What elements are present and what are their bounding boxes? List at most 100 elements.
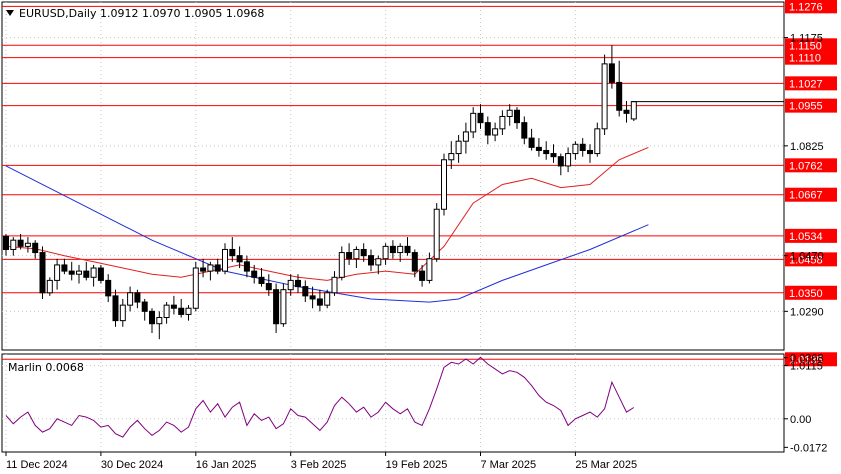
candle-body	[32, 242, 39, 254]
candle-body	[616, 81, 623, 111]
candle-body	[258, 276, 265, 284]
candle-body	[535, 146, 542, 151]
candle-body	[24, 242, 31, 247]
level-label: 1.0667	[789, 190, 823, 202]
candle-body	[229, 248, 236, 257]
candle-body	[448, 153, 455, 161]
candle-body	[251, 270, 258, 278]
candle-body	[280, 289, 287, 325]
candle-body	[10, 239, 17, 250]
candle-body	[222, 248, 228, 272]
candle-body	[346, 252, 353, 260]
candle-body	[338, 252, 345, 278]
candle-body	[565, 153, 572, 167]
axes: 1.1175 1.0825 1.0470 1.0290 1.0115 11 Dec 202…	[5, 33, 824, 471]
level-label-bg	[785, 228, 837, 243]
price-tick-label: 1.0470	[790, 251, 824, 263]
price-tick-label: 1.0290	[790, 306, 824, 318]
date-tick-label: 11 Dec 2024	[6, 459, 68, 471]
candle-body	[163, 304, 170, 319]
level-label: 1.0762	[789, 160, 823, 172]
candle-body	[623, 109, 630, 114]
level-label: 1.0534	[789, 231, 823, 243]
osc-tick-label: 0.0368	[790, 353, 824, 365]
level-label: 1.1027	[789, 78, 823, 90]
candle-body	[309, 295, 316, 300]
candle-body	[397, 245, 404, 254]
candle-body	[557, 156, 564, 167]
candle-body	[360, 248, 367, 257]
candle-body	[477, 112, 484, 124]
candle-body	[411, 252, 418, 272]
candle-body	[207, 264, 214, 272]
candle-body	[134, 292, 141, 303]
level-label-bg	[785, 76, 837, 91]
date-tick-label: 7 Mar 2025	[481, 459, 537, 471]
oscillator-label: Marlin 0.0068	[8, 361, 84, 374]
level-label-bg	[785, 158, 837, 173]
candle-body	[419, 270, 426, 281]
candle-body	[127, 292, 134, 306]
candle-body	[39, 252, 46, 294]
moving-averages	[5, 146, 649, 303]
candle-body	[426, 258, 433, 281]
level-label: 1.0135	[789, 354, 823, 366]
candle-body	[83, 270, 90, 278]
candle-body	[441, 159, 447, 210]
candle-body	[54, 264, 61, 281]
osc-tick-label: 0.00	[790, 414, 811, 426]
candle-body	[630, 101, 637, 120]
candle-body	[192, 267, 199, 309]
candle-body	[236, 255, 243, 263]
candle-body	[484, 122, 491, 136]
candle-body	[170, 304, 177, 309]
ma-red-line	[5, 146, 649, 281]
candle-body	[368, 255, 374, 266]
symbol-info: EURUSD,Daily 1.0912 1.0970 1.0905 1.0968	[19, 7, 264, 20]
level-label-bg	[785, 50, 837, 65]
candle-body	[462, 131, 469, 142]
candle-body	[389, 245, 396, 254]
collapse-triangle-icon[interactable]	[6, 10, 14, 16]
candle-body	[506, 109, 513, 117]
candle-body	[353, 248, 360, 260]
level-label: 1.0350	[789, 288, 823, 300]
candle-body	[149, 310, 155, 325]
candle-body	[61, 264, 68, 272]
level-label-bg	[785, 285, 837, 300]
candle-body	[521, 122, 528, 139]
candle-body	[572, 143, 579, 155]
candle-body	[185, 307, 192, 315]
candle-body	[287, 279, 294, 291]
candle-body	[243, 261, 250, 272]
candle-body	[404, 245, 411, 254]
candle-body	[295, 279, 301, 288]
level-label-bg	[785, 352, 837, 367]
candle-body	[214, 264, 221, 272]
date-tick-label: 25 Mar 2025	[575, 459, 637, 471]
candle-body	[579, 143, 586, 151]
level-label-bg	[785, 98, 837, 113]
candle-body	[470, 112, 477, 133]
price-tick-label: 1.0115	[790, 360, 823, 372]
oscillator-panel-frame	[1, 353, 785, 453]
price-tick-label: 1.1175	[790, 33, 823, 45]
level-label: 1.0458	[789, 254, 823, 266]
level-label-bg	[785, 187, 837, 202]
candle-body	[455, 140, 462, 155]
candle-body	[112, 295, 119, 322]
candle-body	[316, 298, 323, 306]
level-label-bg	[785, 38, 837, 53]
candle-body	[156, 317, 163, 325]
level-label-bg	[785, 0, 837, 14]
level-label: 1.1276	[789, 1, 823, 13]
candle-body	[492, 128, 499, 136]
price-tick-label: 1.0825	[790, 141, 824, 153]
candle-body	[594, 128, 601, 155]
candle-body	[273, 289, 280, 325]
candle-body	[302, 286, 309, 297]
level-label: 1.1110	[789, 53, 821, 65]
candlesticks	[3, 45, 637, 340]
